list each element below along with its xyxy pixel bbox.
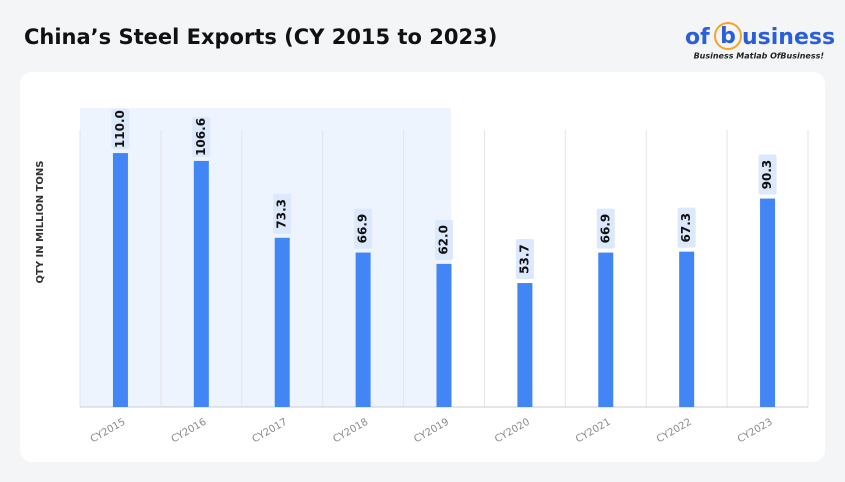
y-axis-title: QTY IN MILLION TONS	[35, 161, 46, 284]
value-label: 67.3	[679, 213, 693, 243]
value-label-box	[515, 239, 534, 280]
highlight-region	[80, 108, 451, 407]
value-label: 73.3	[275, 199, 289, 229]
logo-tagline: Business Matlab OfBusiness!	[694, 52, 825, 61]
logo-b: b	[720, 24, 736, 49]
value-label: 62.0	[437, 225, 451, 255]
logo-ring	[714, 22, 742, 50]
value-label: 110.0	[113, 110, 127, 148]
value-label-box	[435, 219, 453, 260]
value-label-box	[677, 207, 696, 248]
bar	[193, 160, 209, 407]
bar	[112, 153, 128, 407]
bar	[679, 251, 695, 407]
value-label-box	[273, 193, 292, 234]
logo-of: of	[685, 25, 710, 50]
chart-title: China’s Steel Exports (CY 2015 to 2023)	[24, 25, 497, 49]
bar	[760, 198, 776, 407]
value-label: 66.9	[356, 214, 370, 244]
value-label-box	[596, 208, 615, 249]
bar	[598, 252, 614, 407]
bar	[355, 252, 371, 407]
bar	[517, 283, 533, 407]
value-label-box	[111, 109, 130, 150]
value-label: 106.6	[194, 118, 208, 156]
value-label-box	[758, 154, 777, 195]
logo-rest: usiness	[742, 25, 835, 50]
bar	[274, 237, 290, 407]
value-label: 53.7	[517, 244, 531, 274]
logo: of b usiness Business Matlab OfBusiness!	[685, 22, 835, 61]
bar	[436, 263, 452, 407]
value-label: 66.9	[598, 214, 612, 244]
value-label-box	[354, 208, 373, 249]
value-label: 90.3	[760, 160, 774, 190]
value-label-box	[192, 116, 211, 157]
